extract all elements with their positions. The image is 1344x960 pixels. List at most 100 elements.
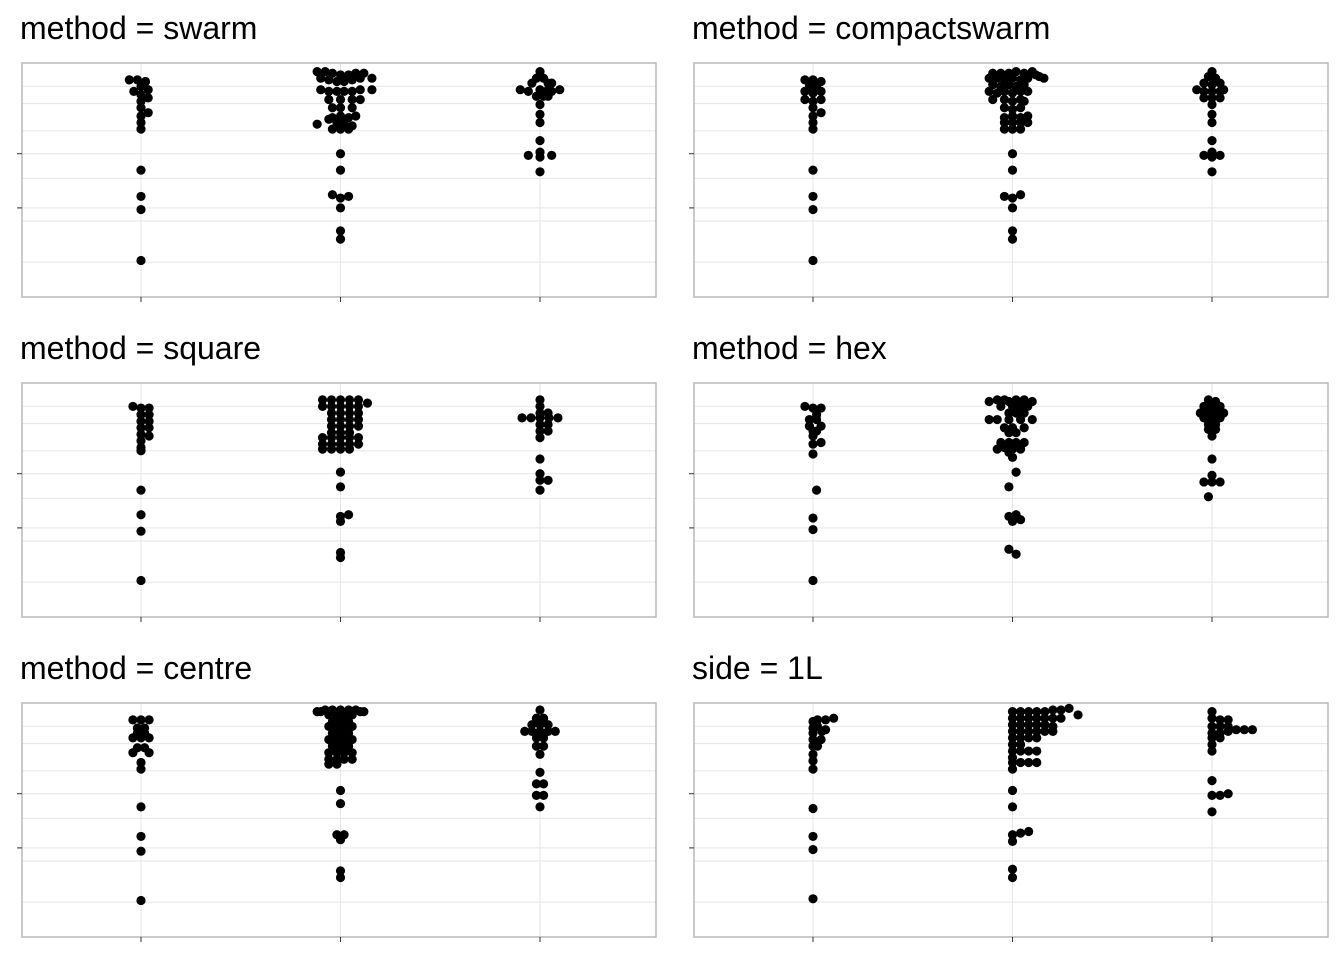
data-point xyxy=(1207,790,1217,800)
data-point xyxy=(1015,713,1026,723)
data-point xyxy=(324,75,334,85)
data-point xyxy=(829,713,839,723)
data-point xyxy=(344,444,355,454)
data-point xyxy=(1007,864,1018,874)
data-point xyxy=(1207,109,1217,119)
plot-side-1l xyxy=(689,702,1329,942)
data-point xyxy=(335,421,346,431)
data-point xyxy=(136,802,146,812)
data-point xyxy=(804,414,815,425)
data-point xyxy=(144,431,154,441)
data-point xyxy=(1007,226,1018,236)
data-point xyxy=(517,413,527,423)
data-point xyxy=(136,757,146,768)
data-point xyxy=(367,85,377,95)
data-point xyxy=(808,575,818,586)
data-point xyxy=(1007,203,1018,213)
data-point xyxy=(335,103,346,113)
data-point xyxy=(344,408,355,418)
data-point xyxy=(1007,830,1018,840)
data-point xyxy=(1215,715,1225,725)
data-point xyxy=(367,73,377,83)
data-point xyxy=(1040,720,1050,730)
data-point xyxy=(1011,428,1021,438)
data-point xyxy=(1207,707,1217,717)
data-point xyxy=(326,433,337,443)
data-point xyxy=(1199,413,1209,423)
data-point xyxy=(1011,467,1021,477)
data-point xyxy=(335,124,346,134)
data-point xyxy=(1024,713,1034,723)
data-point xyxy=(1040,707,1050,717)
data-point xyxy=(535,135,545,146)
data-point xyxy=(136,575,146,586)
data-point xyxy=(136,165,146,175)
data-point xyxy=(136,117,146,128)
data-point xyxy=(1203,71,1214,82)
data-point xyxy=(1004,428,1014,438)
data-point xyxy=(1015,746,1026,756)
data-point xyxy=(335,798,346,809)
data-point xyxy=(128,401,138,412)
data-point xyxy=(1207,739,1217,750)
plot-square xyxy=(17,382,657,622)
data-point xyxy=(1207,713,1217,723)
data-point xyxy=(1027,414,1037,425)
data-point xyxy=(1007,88,1018,98)
data-point xyxy=(1024,733,1034,743)
data-point xyxy=(1007,739,1018,750)
data-point xyxy=(1015,828,1026,838)
data-point xyxy=(1007,104,1018,115)
data-point xyxy=(531,790,542,800)
data-point xyxy=(144,733,154,743)
data-point xyxy=(984,414,994,425)
data-point xyxy=(531,733,542,743)
data-point xyxy=(538,790,549,800)
data-point xyxy=(808,844,818,855)
data-point xyxy=(335,193,346,203)
data-point xyxy=(1007,720,1018,730)
data-point xyxy=(1007,836,1018,846)
data-point xyxy=(347,103,357,113)
data-point xyxy=(1207,117,1217,128)
data-point xyxy=(1199,86,1209,96)
data-point xyxy=(1015,720,1026,730)
data-point xyxy=(808,756,818,766)
data-point xyxy=(136,733,146,743)
panel-title: method = hex xyxy=(692,330,887,366)
data-point xyxy=(992,414,1002,425)
data-point xyxy=(1039,73,1049,83)
plot-border xyxy=(693,62,1329,298)
data-point xyxy=(317,401,328,412)
data-point xyxy=(1015,757,1026,768)
data-point xyxy=(535,749,545,759)
data-point xyxy=(1032,746,1042,756)
data-point xyxy=(136,111,146,121)
data-point xyxy=(124,75,134,85)
data-point xyxy=(1056,705,1066,715)
data-point xyxy=(339,86,349,96)
plot-swarm xyxy=(17,62,657,302)
data-point xyxy=(136,96,146,106)
data-point xyxy=(535,469,545,479)
data-point xyxy=(136,423,146,433)
data-point xyxy=(335,482,346,492)
data-point xyxy=(324,748,334,758)
data-point xyxy=(1073,710,1083,720)
data-point xyxy=(324,759,334,769)
data-point xyxy=(343,510,354,520)
data-point xyxy=(344,401,355,412)
plot-hex xyxy=(689,382,1329,622)
data-point xyxy=(344,395,355,405)
data-point xyxy=(1007,726,1018,736)
data-point xyxy=(808,204,818,215)
data-point xyxy=(538,733,549,743)
data-point xyxy=(1223,715,1233,725)
data-point xyxy=(1004,414,1014,425)
data-point xyxy=(335,165,346,175)
plot-border xyxy=(693,382,1329,618)
data-point xyxy=(535,167,545,177)
data-point xyxy=(1004,544,1014,554)
data-point xyxy=(1032,713,1042,723)
data-point xyxy=(808,88,818,98)
